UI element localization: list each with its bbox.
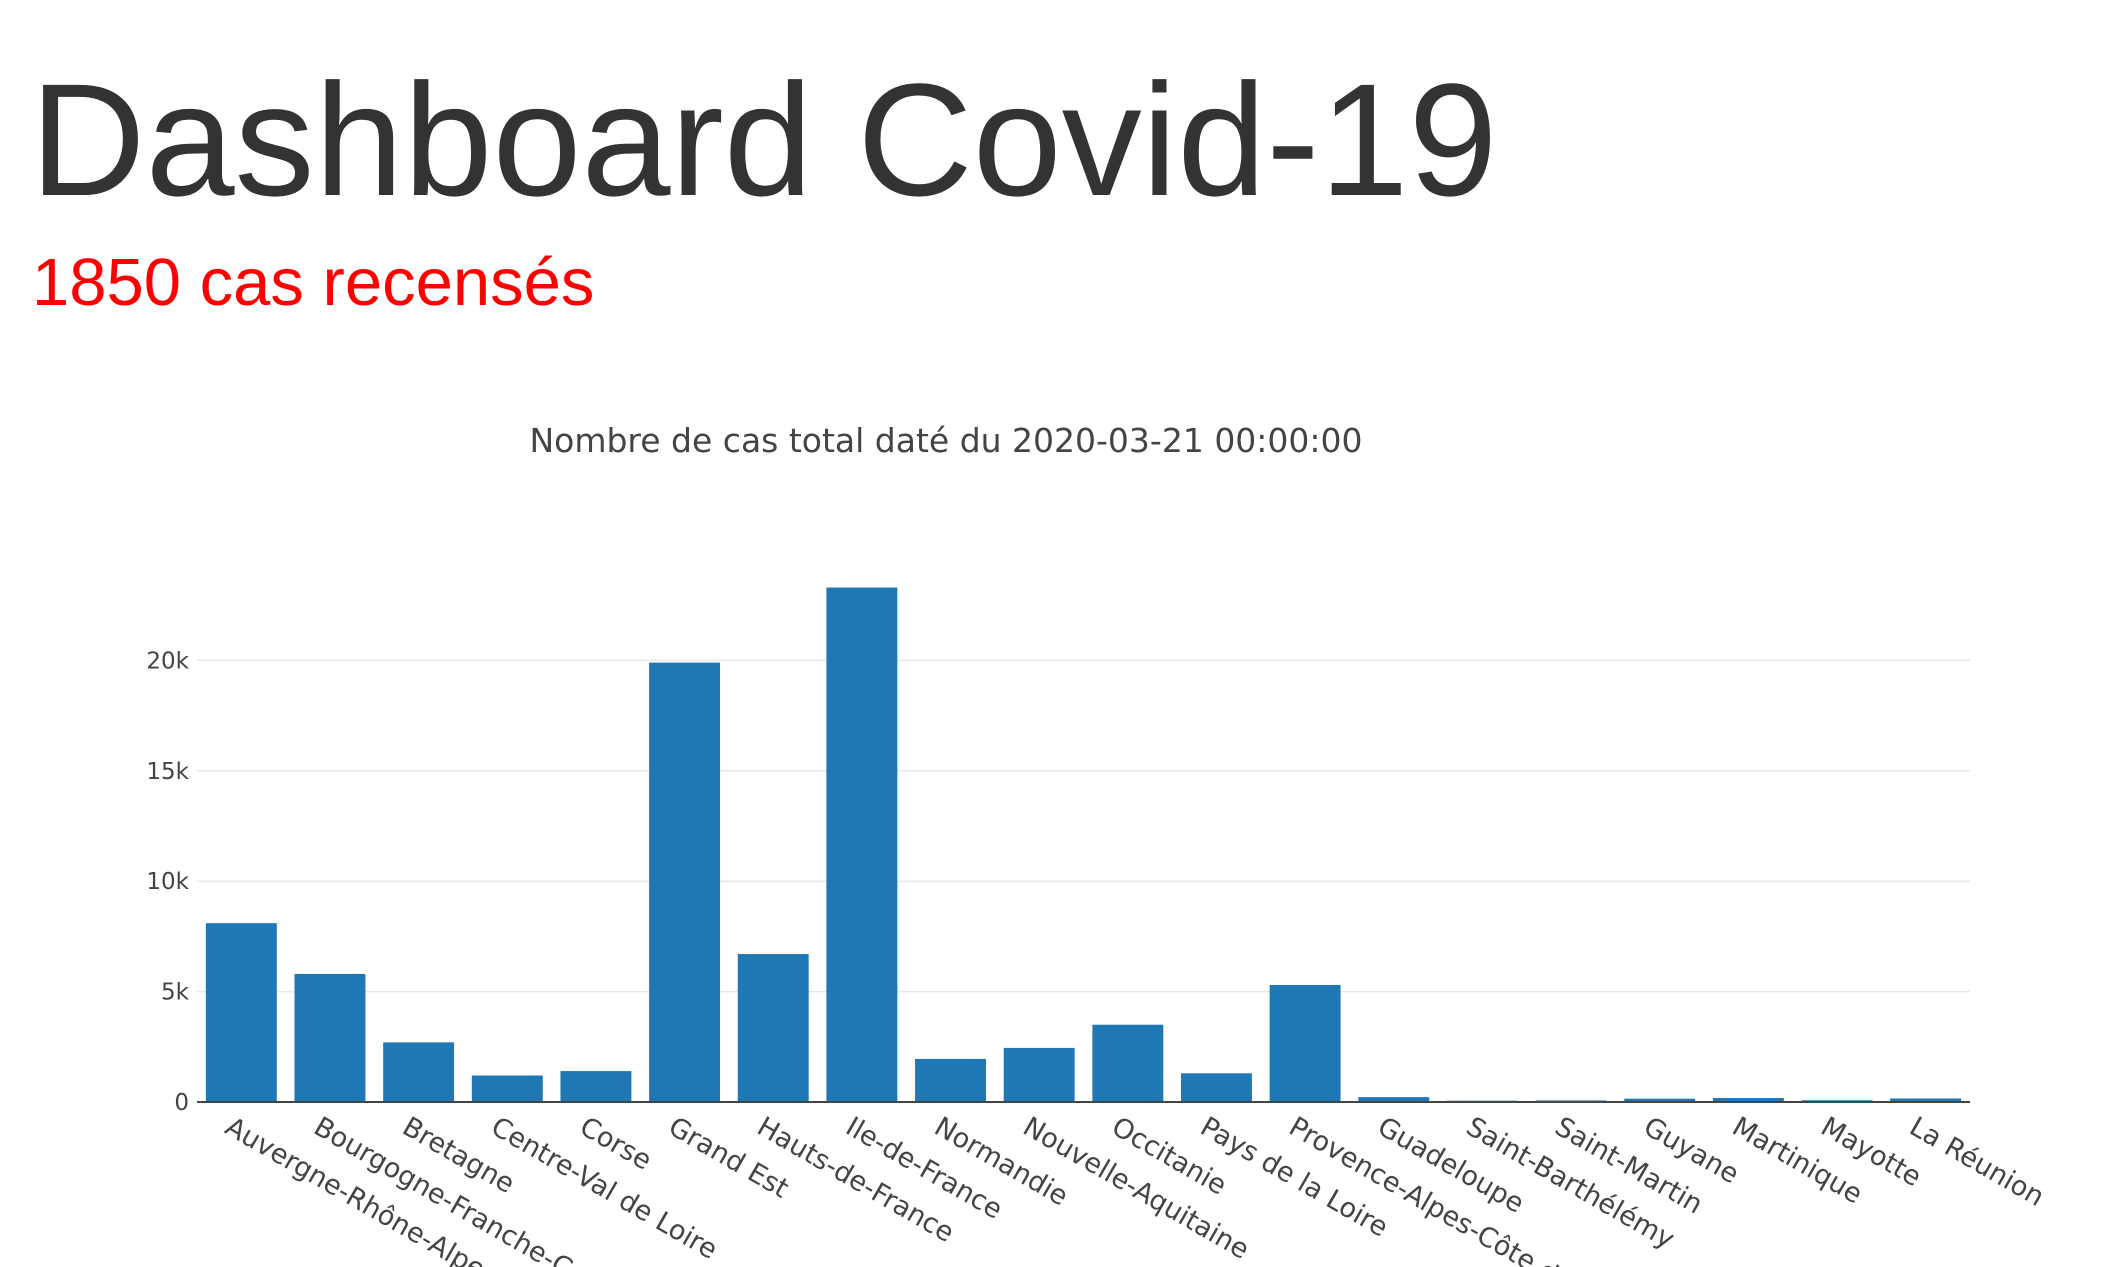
bar: [560, 1071, 632, 1102]
bar: [826, 587, 898, 1102]
y-tick-label: 0: [174, 1090, 189, 1116]
bar: [1181, 1073, 1252, 1102]
bar: [649, 662, 721, 1102]
bar: [1890, 1098, 1962, 1102]
bar: [205, 923, 277, 1102]
y-tick-label: 20k: [146, 648, 189, 674]
bar: [383, 1042, 455, 1102]
bar: [1003, 1047, 1075, 1102]
case-count: 1850 cas recensés: [32, 245, 595, 320]
bar: [1092, 1024, 1164, 1102]
y-tick-label: 15k: [146, 759, 189, 785]
bar: [1269, 984, 1341, 1102]
y-tick-label: 10k: [146, 869, 189, 895]
bar: [1712, 1098, 1784, 1102]
bar: [471, 1075, 543, 1102]
bar: [737, 954, 809, 1102]
bar-chart: Nombre de cas total daté du 2020-03-21 0…: [146, 421, 2049, 1267]
y-tick-label: 5k: [161, 980, 190, 1006]
bar: [1624, 1098, 1696, 1102]
bar: [1358, 1097, 1430, 1102]
x-tick-label: La Réunion: [1904, 1111, 2049, 1213]
bar: [294, 973, 366, 1102]
chart-title: Nombre de cas total daté du 2020-03-21 0…: [529, 421, 1362, 460]
bar: [915, 1058, 986, 1102]
page-title: Dashboard Covid-19: [30, 50, 1498, 229]
